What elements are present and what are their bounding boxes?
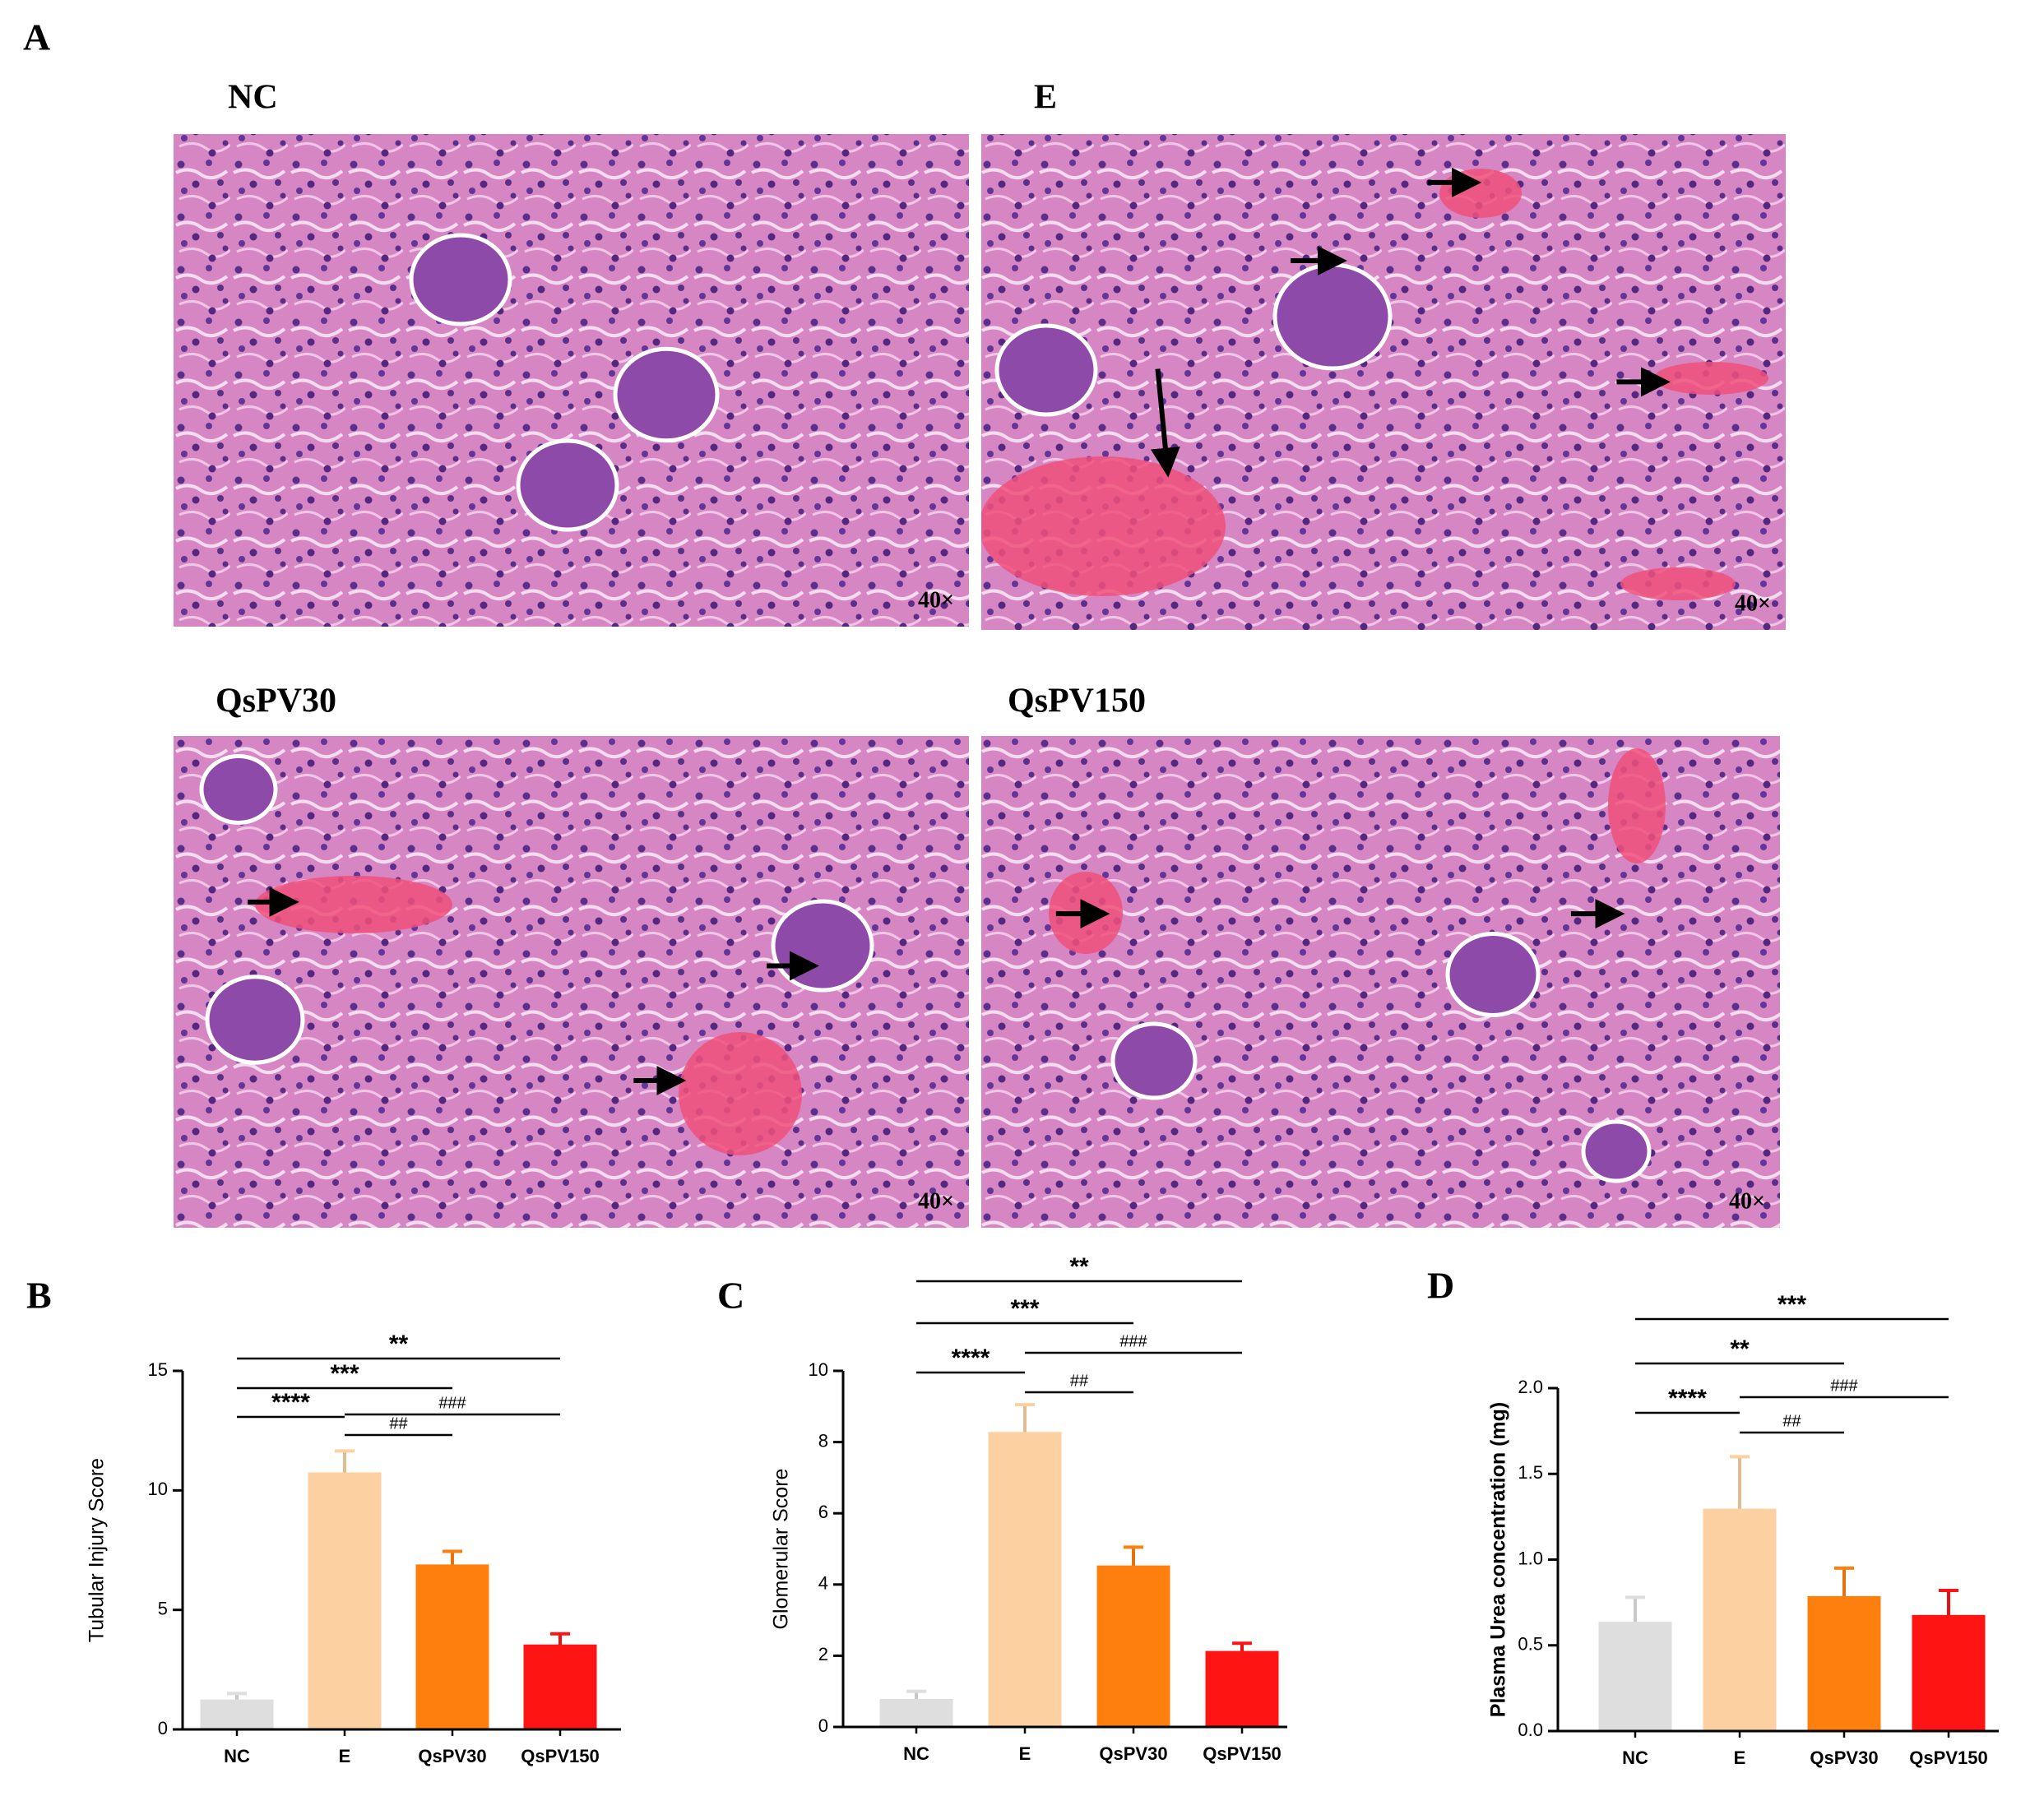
x-tick-label: NC [224, 1746, 250, 1766]
micrograph-content [981, 736, 1780, 1228]
panel-label: D [1427, 1265, 1454, 1307]
micrograph [981, 134, 1786, 630]
significance-label: ### [438, 1394, 466, 1412]
hemorrhage [1608, 748, 1666, 863]
glomerulus [1581, 1119, 1652, 1183]
bar [308, 1472, 382, 1731]
significance-label: *** [1777, 1291, 1806, 1318]
micrograph-label: QsPV30 [216, 683, 336, 720]
glomerulus [205, 974, 305, 1065]
magnification: 40× [1729, 1188, 1765, 1214]
glomerulus [199, 754, 278, 825]
y-tick-label: 1.0 [1518, 1548, 1543, 1568]
glomerulus [1110, 1021, 1198, 1100]
tissue [174, 134, 969, 627]
bar [1807, 1595, 1881, 1733]
significance-label: ## [1070, 1372, 1089, 1390]
hemorrhage [1653, 362, 1768, 395]
micrograph-label: QsPV150 [1008, 683, 1146, 720]
glomerulus [1445, 932, 1541, 1017]
micrograph-label: NC [228, 79, 278, 117]
micrograph-content [174, 134, 969, 627]
glomerulus [409, 233, 512, 326]
y-tick-label: 8 [818, 1430, 828, 1451]
bar [200, 1699, 274, 1731]
y-tick-label: 10 [148, 1479, 168, 1499]
bar [1703, 1508, 1777, 1733]
hemorrhage [255, 876, 452, 933]
x-tick-label: NC [1622, 1748, 1648, 1768]
significance-label: ** [1730, 1336, 1750, 1363]
y-tick-label: 6 [818, 1502, 828, 1522]
bar [988, 1432, 1062, 1729]
y-tick-label: 10 [809, 1359, 828, 1380]
bar [879, 1699, 953, 1729]
significance-label: *** [330, 1360, 359, 1387]
y-tick-label: 15 [148, 1359, 168, 1380]
panel-label: B [26, 1275, 52, 1317]
glomerulus [1272, 262, 1393, 371]
x-tick-label: QsPV30 [1810, 1748, 1878, 1768]
y-tick-label: 5 [158, 1598, 168, 1618]
y-tick-label: 0 [818, 1715, 828, 1736]
hemorrhage [981, 456, 1226, 596]
hemorrhage [679, 1032, 802, 1155]
bar [415, 1564, 489, 1731]
bar [1912, 1614, 1986, 1733]
significance-label: ### [1830, 1377, 1858, 1395]
y-tick-label: 0.5 [1518, 1634, 1543, 1655]
glomerulus [771, 899, 874, 993]
x-tick-label: E [1734, 1748, 1746, 1768]
micrograph-content [174, 736, 969, 1228]
panel-label: A [23, 16, 50, 58]
significance-label: ## [389, 1414, 408, 1433]
glomerulus [613, 346, 720, 443]
micrograph-label: E [1034, 79, 1057, 117]
significance-label: ## [1782, 1412, 1801, 1430]
y-tick-label: 0 [158, 1718, 168, 1738]
glomerulus [516, 438, 619, 532]
significance-label: ** [389, 1331, 409, 1358]
micrograph [174, 134, 969, 627]
x-tick-label: QsPV150 [1909, 1748, 1987, 1768]
hemorrhage [1439, 169, 1522, 218]
bar [1096, 1565, 1170, 1729]
x-tick-label: NC [903, 1743, 929, 1764]
significance-label: ** [1069, 1253, 1089, 1280]
x-tick-label: QsPV150 [521, 1746, 599, 1766]
micrograph [981, 736, 1780, 1228]
bar [523, 1644, 597, 1731]
x-tick-label: E [339, 1746, 351, 1766]
significance-label: **** [271, 1389, 310, 1416]
x-tick-label: QsPV30 [418, 1746, 486, 1766]
x-tick-label: QsPV30 [1099, 1743, 1167, 1764]
panel-label: C [717, 1275, 744, 1317]
y-tick-label: 2.0 [1518, 1377, 1543, 1397]
x-tick-label: E [1019, 1743, 1031, 1764]
significance-label: **** [1668, 1385, 1707, 1412]
significance-label: ### [1119, 1332, 1147, 1350]
y-axis-label: Plasma Urea concentration (mg) [1487, 1402, 1510, 1717]
micrograph-content [981, 134, 1786, 630]
y-tick-label: 0.0 [1518, 1720, 1543, 1740]
y-tick-label: 4 [818, 1573, 828, 1594]
significance-label: **** [952, 1345, 990, 1372]
magnification: 40× [1735, 590, 1771, 616]
magnification: 40× [918, 1188, 954, 1214]
micrograph [174, 736, 969, 1228]
glomerulus [994, 323, 1098, 417]
significance-label: *** [1010, 1295, 1039, 1322]
magnification: 40× [918, 587, 954, 613]
y-axis-label: Tubular Injury Score [86, 1458, 109, 1642]
y-tick-label: 2 [818, 1644, 828, 1664]
y-tick-label: 1.5 [1518, 1462, 1543, 1483]
y-axis-label: Glomerular Score [770, 1469, 793, 1630]
x-tick-label: QsPV150 [1203, 1743, 1281, 1764]
bar [1205, 1650, 1279, 1729]
arrow [1150, 368, 1180, 478]
bar [1598, 1622, 1672, 1733]
hemorrhage [1620, 567, 1736, 600]
